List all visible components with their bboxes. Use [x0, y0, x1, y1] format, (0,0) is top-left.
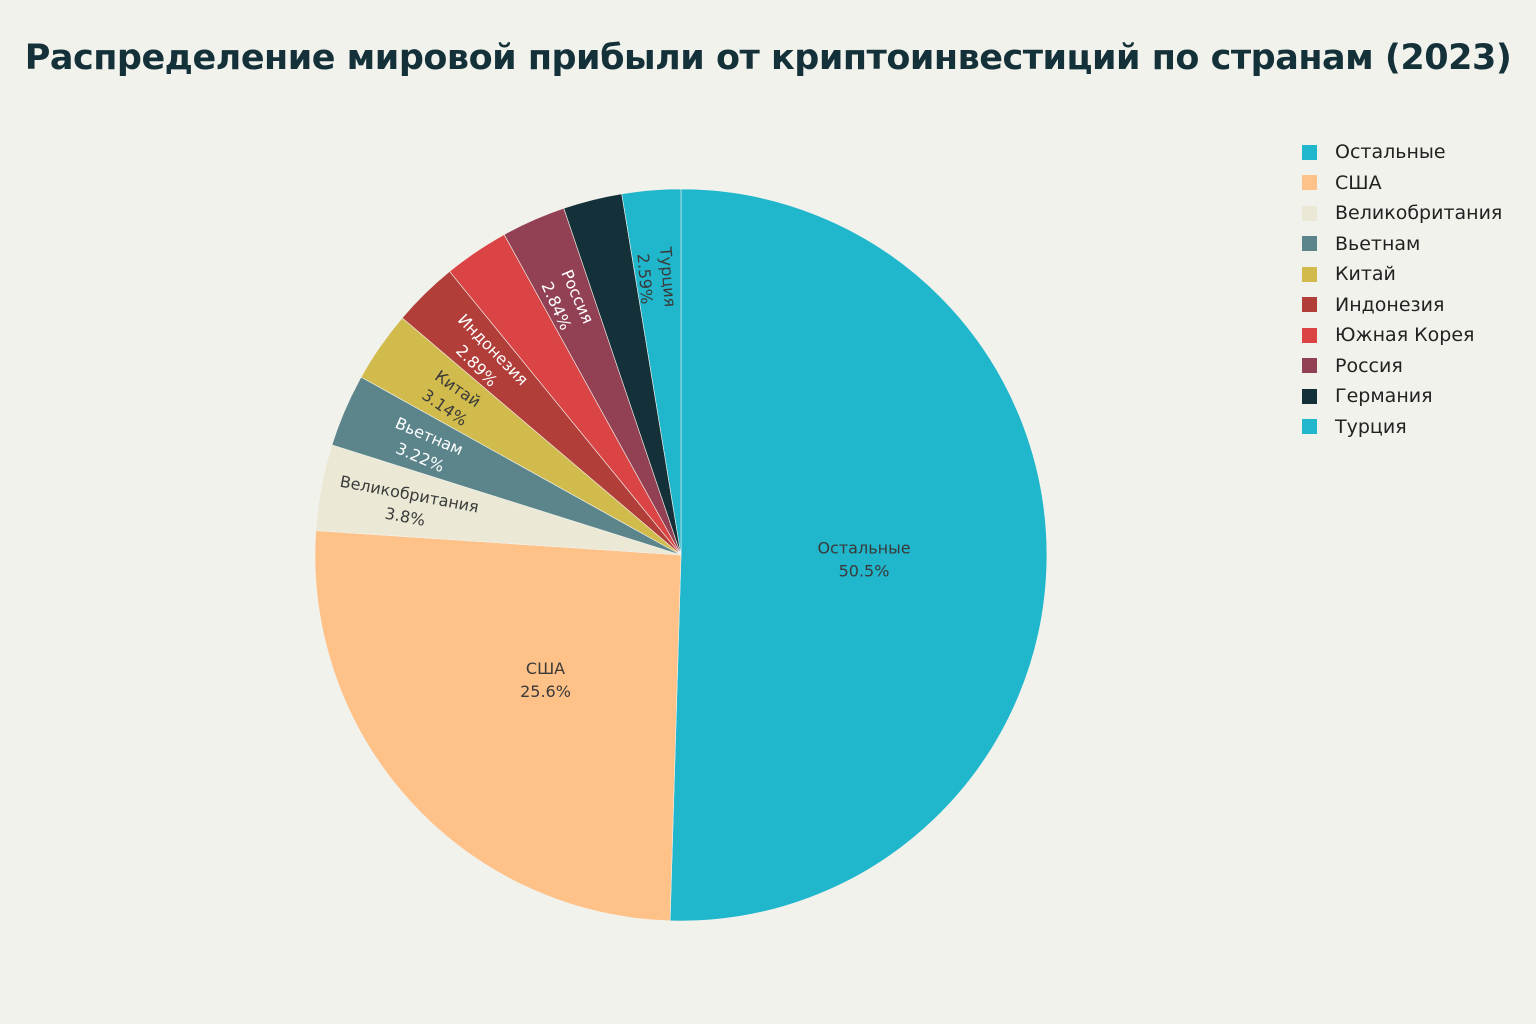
- legend-label: Россия: [1335, 354, 1403, 377]
- legend-label: Великобритания: [1335, 202, 1503, 225]
- slice-label-сша: США 25.6%: [520, 659, 571, 701]
- legend-label: Германия: [1335, 385, 1433, 408]
- legend-swatch: [1302, 175, 1317, 191]
- chart-title: Распределение мировой прибыли от криптои…: [24, 38, 1512, 78]
- legend-swatch: [1302, 327, 1317, 343]
- legend-swatch: [1302, 388, 1317, 404]
- legend-swatch: [1302, 419, 1317, 435]
- legend-label: США: [1335, 171, 1382, 194]
- legend-item-турция[interactable]: Турция: [1302, 412, 1502, 443]
- legend-swatch: [1302, 297, 1317, 313]
- slice-label-остальные: Остальные 50.5%: [817, 539, 910, 581]
- legend-label: Южная Корея: [1335, 324, 1475, 347]
- legend-item-германия[interactable]: Германия: [1302, 381, 1502, 412]
- legend: Остальные США Великобритания Вьетнам Китай Ин…: [1302, 137, 1502, 442]
- pie-slice-сша: [314, 530, 682, 922]
- legend-item-вьетнам[interactable]: Вьетнам: [1302, 229, 1502, 260]
- legend-swatch: [1302, 205, 1317, 221]
- legend-item-индонезия[interactable]: Индонезия: [1302, 290, 1502, 321]
- legend-label: Остальные: [1335, 141, 1446, 164]
- legend-item-китай[interactable]: Китай: [1302, 259, 1502, 290]
- legend-swatch: [1302, 236, 1317, 252]
- legend-item-южная-корея[interactable]: Южная Корея: [1302, 320, 1502, 351]
- legend-label: Турция: [1335, 415, 1407, 438]
- legend-swatch: [1302, 144, 1317, 160]
- pie-slice-остальные: [669, 188, 1048, 922]
- legend-label: Китай: [1335, 263, 1396, 286]
- legend-label: Индонезия: [1335, 293, 1445, 316]
- legend-swatch: [1302, 266, 1317, 282]
- legend-item-сша[interactable]: США: [1302, 168, 1502, 199]
- legend-item-остальные[interactable]: Остальные: [1302, 137, 1502, 168]
- legend-item-великобритания[interactable]: Великобритания: [1302, 198, 1502, 229]
- legend-swatch: [1302, 358, 1317, 374]
- slice-label-турция: Турция2.59%: [633, 245, 680, 310]
- legend-item-россия[interactable]: Россия: [1302, 351, 1502, 382]
- legend-label: Вьетнам: [1335, 232, 1421, 255]
- pie-slice-турция: [621, 188, 682, 556]
